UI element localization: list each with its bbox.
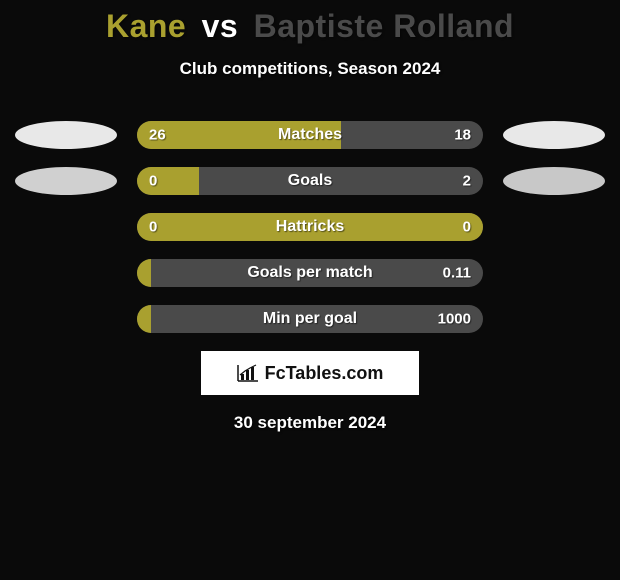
stat-value-player2: 2: [463, 173, 471, 190]
stat-row: 0 Hattricks 0: [0, 213, 620, 241]
bar-fill-player1: [137, 259, 151, 287]
spacer: [503, 259, 605, 287]
stat-value-player1: 0: [149, 173, 157, 190]
stat-label: Hattricks: [276, 218, 344, 236]
date-line: 30 september 2024: [0, 413, 620, 433]
stat-bar: 0 Goals 2: [137, 167, 483, 195]
stat-bar: 0 Hattricks 0: [137, 213, 483, 241]
player1-name: Kane: [106, 8, 186, 44]
stats-comparison-card: Kane vs Baptiste Rolland Club competitio…: [0, 0, 620, 433]
site-logo[interactable]: FcTables.com: [201, 351, 419, 395]
stat-value-player1: 0: [149, 219, 157, 236]
spacer: [15, 259, 117, 287]
player1-ellipse: [15, 167, 117, 195]
bar-fill-player1: [137, 305, 151, 333]
stat-bar: Goals per match 0.11: [137, 259, 483, 287]
stat-bar: 26 Matches 18: [137, 121, 483, 149]
stat-value-player2: 0.11: [443, 265, 471, 282]
stat-rows: 26 Matches 18 0 Goals 2 0 Hattricks 0 Goals per m…: [0, 121, 620, 333]
stat-label: Goals per match: [247, 264, 372, 282]
player2-name: Baptiste Rolland: [254, 8, 514, 44]
player1-ellipse: [15, 121, 117, 149]
stat-bar: Min per goal 1000: [137, 305, 483, 333]
spacer: [503, 305, 605, 333]
player2-ellipse: [503, 121, 605, 149]
stat-value-player2: 1000: [438, 311, 471, 328]
spacer: [15, 213, 117, 241]
subtitle: Club competitions, Season 2024: [0, 59, 620, 79]
stat-label: Min per goal: [263, 310, 357, 328]
logo-text: FcTables.com: [265, 363, 384, 384]
stat-value-player1: 26: [149, 127, 166, 144]
spacer: [15, 305, 117, 333]
stat-label: Goals: [288, 172, 332, 190]
stat-value-player2: 18: [454, 127, 471, 144]
player2-ellipse: [503, 167, 605, 195]
stat-row: 0 Goals 2: [0, 167, 620, 195]
bar-fill-player1: [137, 167, 199, 195]
page-title: Kane vs Baptiste Rolland: [0, 8, 620, 45]
stat-row: 26 Matches 18: [0, 121, 620, 149]
bar-chart-icon: [237, 364, 259, 382]
stat-row: Min per goal 1000: [0, 305, 620, 333]
stat-row: Goals per match 0.11: [0, 259, 620, 287]
stat-label: Matches: [278, 126, 342, 144]
spacer: [503, 213, 605, 241]
title-vs: vs: [202, 8, 239, 44]
stat-value-player2: 0: [463, 219, 471, 236]
